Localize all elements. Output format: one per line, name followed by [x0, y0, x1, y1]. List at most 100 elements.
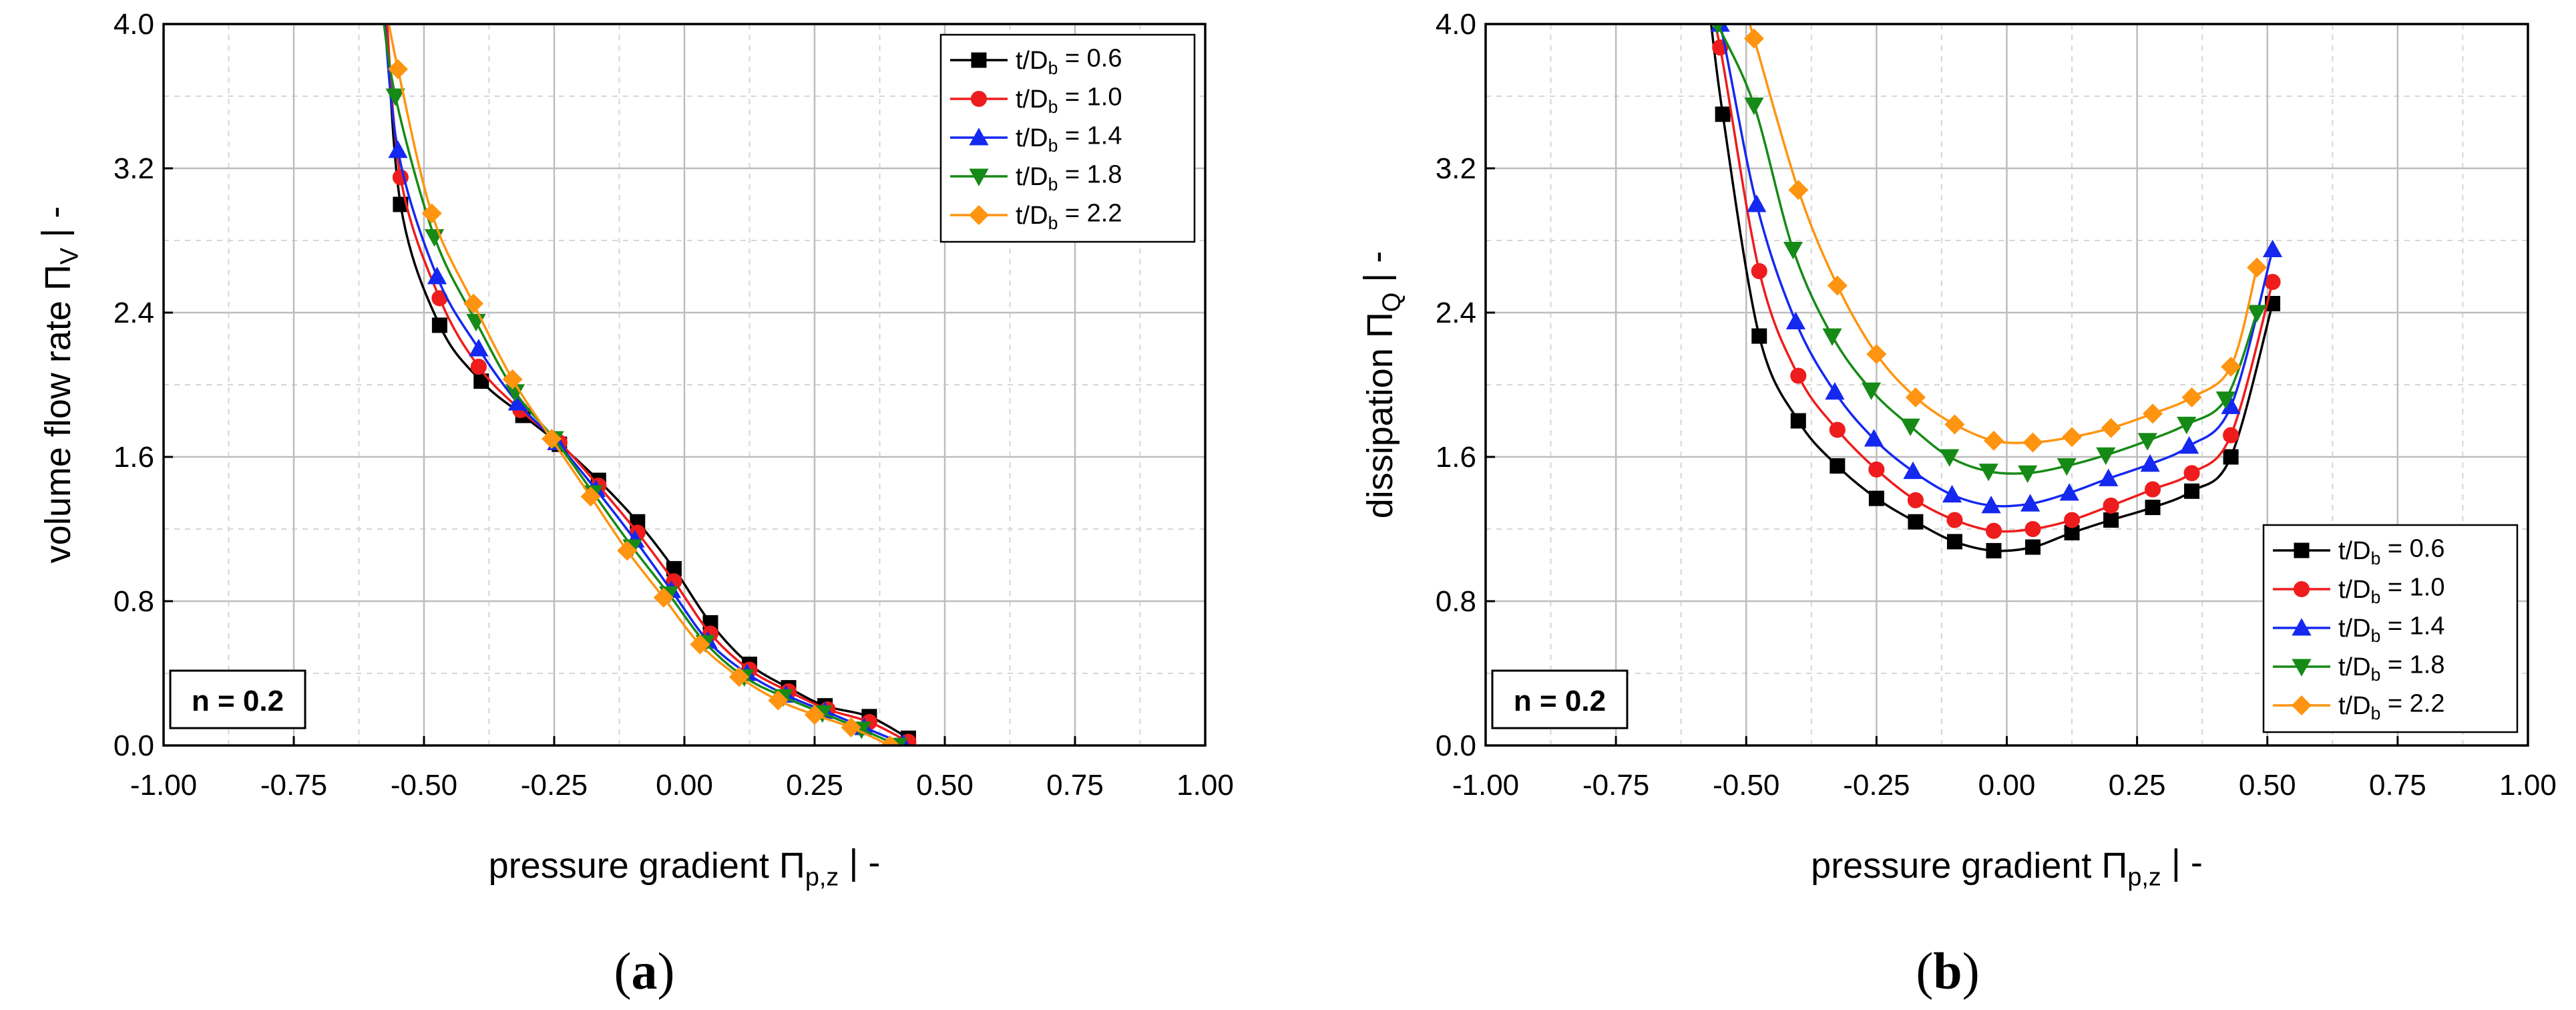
data-point	[2177, 417, 2196, 434]
x-tick-label: -0.25	[1843, 769, 1910, 802]
x-tick-label: -0.75	[1582, 769, 1649, 802]
data-point	[1791, 368, 1806, 383]
x-tick-label: 1.00	[2499, 769, 2557, 802]
chart-panel-b: -1.00 -0.75 -0.50 -0.25 0.00 0.25 0.50 0.75 1.00…	[1357, 0, 2557, 1000]
x-tick-label: -1.00	[1452, 769, 1519, 802]
data-point	[1867, 345, 1886, 364]
data-point	[1986, 523, 2001, 538]
data-point	[2180, 437, 2199, 454]
data-point	[1984, 431, 2004, 450]
legend-marker	[2294, 581, 2309, 597]
series-2	[1705, 0, 2280, 538]
legend: t/Db = 0.6 t/Db = 1.0 t/Db = 1.4 t/Db = 1.8…	[2264, 525, 2517, 732]
data-point	[2184, 466, 2199, 481]
legend-marker	[2294, 543, 2309, 558]
x-tick-label: -0.75	[260, 769, 327, 802]
data-point	[1940, 450, 1959, 466]
data-point	[1789, 180, 1808, 200]
figure: -1.00 -0.75 -0.50 -0.25 0.00 0.25 0.50 0.75 1.00…	[0, 0, 2576, 1010]
data-point	[1908, 492, 1923, 508]
annotation-box: n = 0.2	[1492, 671, 1627, 728]
chart-panel-a: -1.00 -0.75 -0.50 -0.25 0.00 0.25 0.50 0.75 1.00…	[35, 0, 1234, 1000]
series-line	[383, 0, 903, 743]
data-point	[2264, 240, 2282, 257]
data-point	[2026, 540, 2041, 554]
data-point	[432, 318, 447, 333]
data-point	[2182, 388, 2201, 407]
data-point	[1823, 329, 1842, 345]
x-axis-label: pressure gradient Πp,z | -	[1811, 842, 2203, 891]
legend-marker	[972, 53, 986, 67]
y-tick-label: 4.0	[114, 8, 154, 41]
panel-caption: (b)	[1916, 942, 1979, 1000]
data-point	[1784, 242, 1803, 259]
data-point	[1830, 422, 1845, 438]
x-axis-label: pressure gradient Πp,z | -	[489, 842, 881, 891]
x-tick-label: -1.00	[130, 769, 197, 802]
data-point	[2185, 484, 2199, 498]
data-point	[2099, 470, 2118, 486]
x-tick-label: 0.75	[2369, 769, 2426, 802]
data-point	[1986, 543, 2001, 558]
data-point	[2143, 404, 2163, 424]
x-tick-label: -0.25	[521, 769, 588, 802]
annotation-text: n = 0.2	[1514, 685, 1606, 717]
data-point	[2104, 513, 2119, 528]
series-4	[380, 0, 907, 755]
y-tick-label: 3.2	[1436, 152, 1476, 185]
data-point	[2223, 428, 2239, 443]
series-line	[385, 0, 909, 738]
data-point	[1791, 413, 1805, 428]
x-tick-label: 0.25	[2109, 769, 2166, 802]
data-point	[469, 339, 488, 356]
y-tick-label: 2.4	[1436, 297, 1476, 329]
y-tick-label: 0.0	[114, 729, 154, 762]
data-point	[1947, 534, 1962, 549]
data-point	[471, 359, 486, 374]
y-tick-label: 1.6	[114, 441, 154, 474]
y-tick-label: 0.8	[1436, 585, 1476, 618]
x-tick-label: 0.25	[786, 769, 843, 802]
x-tick-label: 0.00	[1978, 769, 2036, 802]
data-point	[1904, 462, 1922, 479]
data-point	[2101, 419, 2121, 438]
data-point	[2145, 482, 2160, 497]
y-axis-label: volume flow rate ΠV | -	[35, 206, 83, 563]
data-point	[464, 294, 483, 313]
data-point	[1747, 195, 1766, 212]
data-point	[1745, 98, 1763, 115]
data-point	[2065, 512, 2080, 528]
x-tick-label: 1.00	[1176, 769, 1234, 802]
x-tick-label: 0.50	[916, 769, 974, 802]
series-3	[383, 0, 913, 751]
data-point	[2025, 521, 2041, 536]
annotation-text: n = 0.2	[192, 685, 284, 717]
panel-caption: (a)	[614, 942, 675, 1000]
data-point	[2145, 500, 2160, 515]
y-tick-label: 0.0	[1436, 729, 1476, 762]
x-tick-label: 0.50	[2239, 769, 2296, 802]
annotation-box: n = 0.2	[170, 671, 305, 728]
plot-area	[1702, 0, 2282, 558]
data-point	[2138, 434, 2157, 450]
data-point	[1869, 491, 1884, 506]
x-tick-label: 0.75	[1046, 769, 1104, 802]
data-point	[1715, 107, 1730, 122]
y-tick-label: 0.8	[114, 585, 154, 618]
data-point	[2063, 428, 2082, 447]
y-tick-label: 3.2	[114, 152, 154, 185]
data-point	[1828, 276, 1848, 295]
data-point	[2103, 498, 2119, 513]
plot-area	[380, 0, 916, 755]
data-point	[1908, 514, 1923, 529]
data-point	[1751, 263, 1767, 279]
series-line	[380, 0, 898, 745]
y-tick-label: 2.4	[114, 297, 154, 329]
x-tick-label: -0.50	[1713, 769, 1779, 802]
legend: t/Db = 0.6 t/Db = 1.0 t/Db = 1.4 t/Db = 1.8…	[941, 35, 1195, 242]
data-point	[1945, 415, 1964, 434]
legend-marker	[971, 91, 986, 106]
y-tick-label: 4.0	[1436, 8, 1476, 41]
data-point	[1745, 29, 1764, 48]
data-point	[1752, 329, 1767, 343]
